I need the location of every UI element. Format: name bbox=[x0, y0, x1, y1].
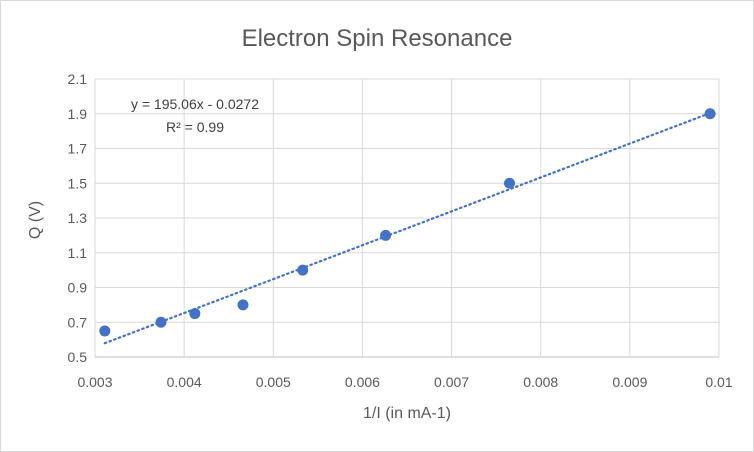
data-point bbox=[155, 316, 167, 328]
x-tick-label: 0.01 bbox=[705, 374, 732, 390]
linear-trendline bbox=[103, 111, 712, 345]
data-point bbox=[380, 229, 392, 241]
y-axis-label: Q (V) bbox=[27, 201, 44, 239]
data-points bbox=[99, 108, 716, 337]
x-tick-label: 0.006 bbox=[345, 374, 380, 390]
y-tick-label: 1.1 bbox=[68, 245, 88, 261]
y-tick-label: 1.3 bbox=[68, 210, 88, 226]
data-point bbox=[237, 299, 249, 311]
y-tick-label: 0.9 bbox=[68, 280, 88, 296]
x-axis-label: 1/I (in mA-1) bbox=[363, 405, 451, 422]
data-point bbox=[704, 108, 716, 120]
x-tick-label: 0.007 bbox=[434, 374, 469, 390]
y-tick-label: 1.5 bbox=[68, 175, 88, 191]
trendline-r-squared: R² = 0.99 bbox=[166, 119, 224, 135]
x-tick-label: 0.005 bbox=[256, 374, 291, 390]
data-point bbox=[504, 177, 516, 189]
y-tick-label: 2.1 bbox=[68, 71, 88, 87]
y-tick-label: 0.7 bbox=[68, 314, 88, 330]
trendline bbox=[103, 111, 712, 345]
y-tick-label: 1.9 bbox=[68, 106, 88, 122]
data-point bbox=[297, 264, 309, 276]
x-tick-label: 0.008 bbox=[523, 374, 558, 390]
trendline-equation: y = 195.06x - 0.0272 bbox=[131, 96, 259, 112]
data-point bbox=[99, 325, 111, 337]
x-tick-label: 0.003 bbox=[77, 374, 112, 390]
chart-title: Electron Spin Resonance bbox=[242, 25, 513, 52]
x-tick-label: 0.009 bbox=[612, 374, 647, 390]
x-tick-label: 0.004 bbox=[167, 374, 202, 390]
tick-labels: 0.5 0.7 0.9 1.1 1.3 1.5 1.7 1.9 2.1 0.003 0.004 0.0… bbox=[68, 71, 733, 390]
y-tick-label: 0.5 bbox=[68, 349, 88, 365]
y-tick-label: 1.7 bbox=[68, 141, 88, 157]
data-point bbox=[189, 308, 201, 320]
